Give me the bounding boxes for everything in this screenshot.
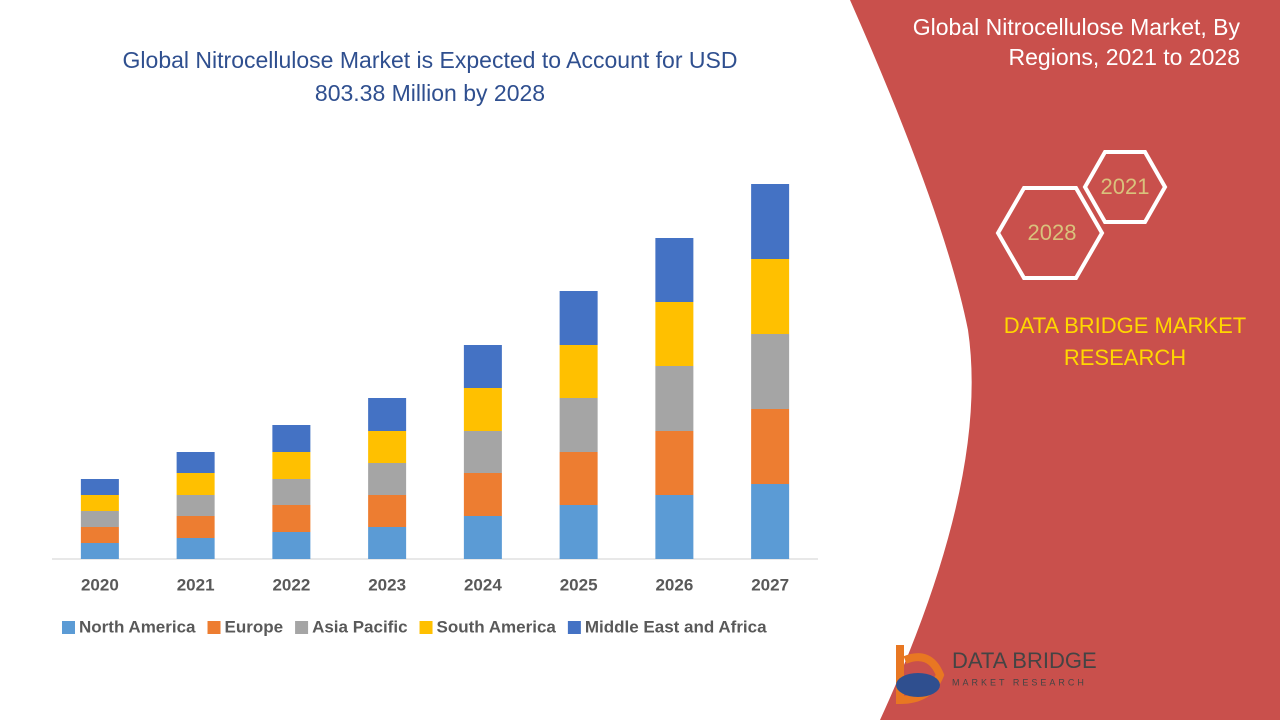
x-tick-label: 2020 [81, 575, 119, 594]
bar-segment [559, 291, 598, 345]
bar-segment [463, 516, 502, 559]
legend-swatch [567, 621, 581, 634]
x-tick-label: 2026 [655, 575, 693, 594]
bar-segment [751, 184, 790, 259]
logo-mark [896, 645, 945, 705]
logo-mark [896, 673, 940, 697]
bar-segment [176, 516, 215, 538]
bar-segment [655, 495, 694, 559]
bar-segment [559, 398, 598, 452]
bar-segment [559, 452, 598, 505]
bar-segment [80, 511, 119, 527]
bar-segment [655, 431, 694, 495]
bar-segment [176, 452, 215, 473]
hex-label: 2021 [1101, 174, 1150, 199]
legend-label: South America [437, 617, 557, 636]
bar-segment [655, 238, 694, 302]
x-tick-label: 2024 [464, 575, 502, 594]
legend-swatch [207, 621, 221, 634]
bar-segment [463, 345, 502, 388]
bar-segment [751, 484, 790, 559]
legend-swatch [419, 621, 433, 634]
x-tick-label: 2021 [177, 575, 215, 594]
logo-text: DATA BRIDGE [952, 648, 1097, 673]
side-panel [850, 0, 1280, 720]
hexagon [1082, 150, 1168, 224]
x-tick-label: 2022 [272, 575, 310, 594]
bar-segment [272, 479, 311, 505]
brand: DATA BRIDGE MARKET RESEARCH [1003, 313, 1247, 370]
legend-label: North America [79, 617, 196, 636]
legend-swatch [62, 621, 75, 634]
bar-segment [463, 473, 502, 516]
logo-text: MARKET RESEARCH [952, 677, 1087, 687]
bar-segment [751, 259, 790, 334]
bar-segment [368, 398, 407, 431]
bar-segment [463, 431, 502, 473]
bar-segment [751, 334, 790, 409]
bar-segment [368, 463, 407, 495]
bar-segment [80, 527, 119, 543]
bar-segment [272, 425, 311, 452]
bar-segment [80, 479, 119, 495]
bar-segment [176, 538, 215, 559]
bar-segment [655, 302, 694, 366]
bar-segment [368, 495, 407, 527]
legend-label: Europe [225, 617, 284, 636]
side-title: Global Nitrocellulose Market, By Regions… [912, 14, 1240, 70]
bar-segment [463, 388, 502, 431]
bar-segment [655, 366, 694, 431]
legend-label: Middle East and Africa [585, 617, 767, 636]
bar-segment [176, 473, 215, 495]
bar-segment [176, 495, 215, 516]
hex-label: 2028 [1028, 220, 1077, 245]
legend-swatch [295, 621, 309, 634]
bar-segment [272, 452, 311, 479]
hexagon [995, 186, 1105, 280]
bar-segment [751, 409, 790, 484]
bar-segment [368, 527, 407, 559]
bar-segment [272, 532, 311, 559]
x-tick-label: 2025 [560, 575, 598, 594]
bar-segment [368, 431, 407, 463]
bar-segment [80, 495, 119, 511]
bar-segment [559, 345, 598, 398]
x-tick-label: 2027 [751, 575, 789, 594]
chart-title: Global Nitrocellulose Market is Expected… [122, 47, 738, 106]
bar-segment [80, 543, 119, 559]
bar-segment [272, 505, 311, 532]
legend-label: Asia Pacific [312, 617, 407, 636]
x-tick-label: 2023 [368, 575, 406, 594]
bar-segment [559, 505, 598, 559]
